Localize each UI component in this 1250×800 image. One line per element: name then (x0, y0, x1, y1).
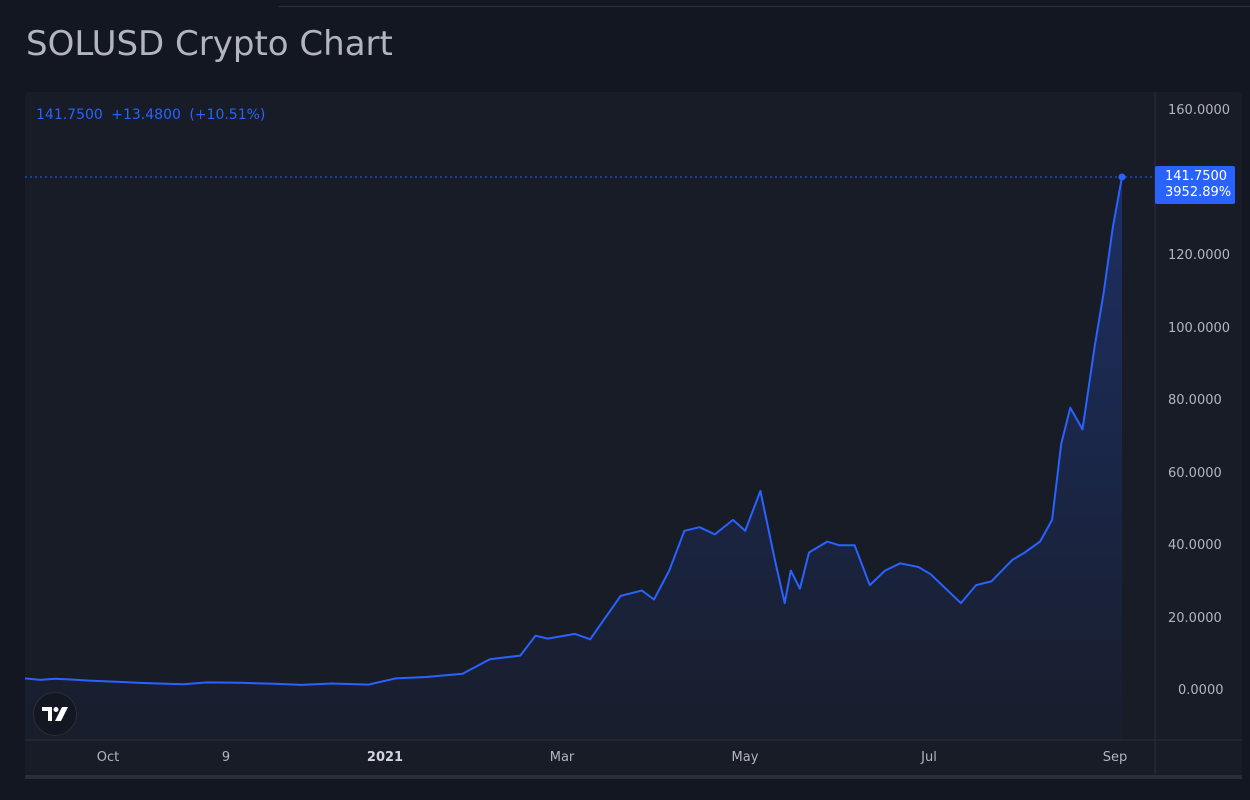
legend-price: 141.7500 (36, 107, 103, 123)
y-tick: 20.0000 (1168, 611, 1222, 626)
page-title: SOLUSD Crypto Chart (26, 24, 393, 64)
y-tick: 0.0000 (1178, 683, 1224, 698)
tradingview-logo-icon[interactable] (33, 692, 77, 736)
y-tick: 80.0000 (1168, 393, 1222, 408)
price-area (25, 177, 1122, 740)
last-price-percent: 3952.89% (1165, 185, 1232, 200)
x-tick: Mar (549, 750, 575, 765)
y-tick: 60.0000 (1168, 466, 1222, 481)
x-tick: 9 (221, 750, 231, 765)
x-tick: Sep (1102, 750, 1128, 765)
y-tick: 100.0000 (1168, 321, 1231, 336)
y-tick: 40.0000 (1168, 538, 1222, 553)
x-tick: May (731, 750, 759, 765)
y-tick: 120.0000 (1168, 248, 1231, 263)
time-scrollbar[interactable] (25, 775, 1242, 779)
legend-change: +13.4800 (111, 107, 181, 123)
x-tick: 2021 (366, 750, 404, 765)
y-tick: 160.0000 (1168, 103, 1231, 118)
chart-legend: 141.7500 +13.4800 (+10.51%) (36, 107, 269, 123)
legend-change-percent: (+10.51%) (189, 107, 266, 123)
last-price-label: 141.7500 3952.89% (1155, 166, 1235, 204)
x-tick: Oct (96, 750, 120, 765)
last-price-marker (1118, 173, 1126, 181)
top-divider (278, 6, 1250, 7)
price-line (24, 176, 1123, 686)
x-tick: Jul (921, 750, 937, 765)
last-price-value: 141.7500 (1165, 169, 1228, 184)
